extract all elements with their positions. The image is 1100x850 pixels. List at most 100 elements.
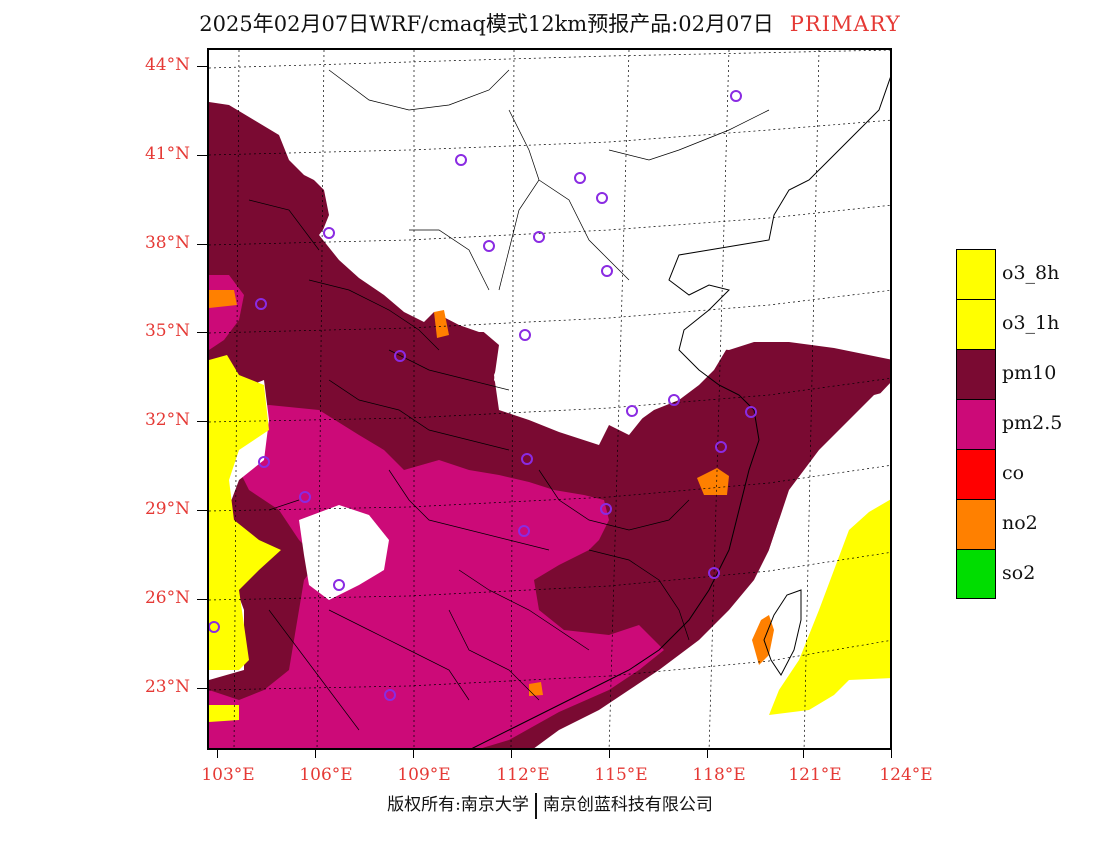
lon-tick — [891, 750, 892, 758]
taiwan-outline — [763, 589, 802, 676]
legend-item: o3_1h — [956, 299, 1086, 349]
lat-tick — [197, 66, 207, 67]
lon-tick — [511, 750, 512, 758]
legend-label: o3_1h — [1002, 312, 1060, 334]
lon-label-103: 103°E — [201, 765, 255, 785]
station-marker — [600, 503, 612, 515]
lat-tick — [197, 421, 207, 422]
map-title-text: 2025年02月07日WRF/cmaq模式12km预报产品:02月07日 — [199, 12, 774, 36]
map-title: 2025年02月07日WRF/cmaq模式12km预报产品:02月07日 PRIM… — [0, 8, 1100, 38]
no2-spot-central — [434, 310, 449, 338]
graticule — [209, 50, 890, 748]
copyright-company: 南京创蓝科技有限公司 — [542, 795, 713, 815]
lon-label-124: 124°E — [879, 765, 933, 785]
pollutant-map[interactable] — [207, 48, 892, 750]
primary-pollutant-tag: PRIMARY — [789, 12, 901, 36]
clean-region-north — [209, 50, 890, 440]
lat-label-44: 44°N — [144, 55, 190, 75]
station-marker — [601, 265, 613, 277]
copyright-owner: 版权所有:南京大学 — [387, 795, 529, 815]
station-marker — [730, 90, 742, 102]
lon-tick — [609, 750, 610, 758]
lat-tick — [197, 599, 207, 600]
legend-label: so2 — [1002, 562, 1036, 584]
station-marker — [521, 453, 533, 465]
legend-item: co — [956, 449, 1086, 499]
lat-tick — [197, 155, 207, 156]
lon-label-121: 121°E — [788, 765, 842, 785]
legend-item: no2 — [956, 499, 1086, 549]
no2-spot-guangdong — [529, 682, 543, 696]
station-marker — [533, 231, 545, 243]
pm25-region-south — [209, 405, 664, 748]
legend-swatch — [956, 299, 996, 349]
station-marker — [483, 240, 495, 252]
o3-region-east — [769, 499, 890, 715]
clean-region-basin — [299, 505, 389, 600]
copyright-separator — [534, 792, 537, 819]
lon-label-106: 106°E — [299, 765, 353, 785]
lon-label-109: 109°E — [397, 765, 451, 785]
station-markers — [209, 90, 757, 701]
pollutant-legend: o3_8h o3_1h pm10 pm2.5 co no2 so2 — [956, 249, 1086, 599]
lon-tick — [707, 750, 708, 758]
station-marker — [518, 525, 530, 537]
station-marker — [258, 456, 270, 468]
lat-tick — [197, 688, 207, 689]
lon-label-115: 115°E — [594, 765, 648, 785]
lat-tick — [197, 332, 207, 333]
station-marker — [519, 329, 531, 341]
legend-item: pm10 — [956, 349, 1086, 399]
lon-tick — [803, 750, 804, 758]
station-marker — [745, 406, 757, 418]
province-boundaries — [248, 69, 770, 731]
map-canvas — [209, 50, 890, 748]
legend-swatch — [956, 399, 996, 449]
station-marker — [574, 172, 586, 184]
station-marker — [209, 621, 220, 633]
lat-label-41: 41°N — [144, 144, 190, 164]
legend-label: pm2.5 — [1002, 412, 1063, 434]
legend-swatch — [956, 449, 996, 499]
lat-label-35: 35°N — [144, 321, 190, 341]
legend-swatch — [956, 549, 996, 599]
no2-spot-west — [209, 290, 237, 308]
lat-label-26: 26°N — [144, 588, 190, 608]
lat-label-38: 38°N — [144, 233, 190, 253]
station-marker — [596, 192, 608, 204]
lon-label-118: 118°E — [692, 765, 746, 785]
station-marker — [255, 298, 267, 310]
station-marker — [626, 405, 638, 417]
legend-label: no2 — [1002, 512, 1038, 534]
station-marker — [384, 689, 396, 701]
legend-label: o3_8h — [1002, 262, 1060, 284]
station-marker — [668, 394, 680, 406]
lon-tick — [217, 750, 218, 758]
legend-label: co — [1002, 462, 1025, 484]
station-marker — [394, 350, 406, 362]
legend-item: so2 — [956, 549, 1086, 599]
station-marker — [333, 579, 345, 591]
station-marker — [455, 154, 467, 166]
legend-swatch — [956, 499, 996, 549]
lat-label-32: 32°N — [144, 410, 190, 430]
legend-label: pm10 — [1002, 362, 1057, 384]
o3-region-sw — [209, 705, 239, 722]
lat-label-29: 29°N — [144, 499, 190, 519]
coastline — [471, 77, 890, 748]
legend-item: pm2.5 — [956, 399, 1086, 449]
legend-swatch — [956, 249, 996, 299]
lon-tick — [413, 750, 414, 758]
lon-label-112: 112°E — [496, 765, 550, 785]
station-marker — [323, 227, 335, 239]
lat-tick — [197, 510, 207, 511]
lat-tick — [197, 244, 207, 245]
o3-region-west — [209, 355, 281, 670]
station-marker — [299, 491, 311, 503]
station-marker — [708, 567, 720, 579]
legend-swatch — [956, 349, 996, 399]
lon-tick — [315, 750, 316, 758]
station-marker — [715, 441, 727, 453]
copyright-footer: 版权所有:南京大学 南京创蓝科技有限公司 — [0, 790, 1100, 819]
lat-label-23: 23°N — [144, 677, 190, 697]
